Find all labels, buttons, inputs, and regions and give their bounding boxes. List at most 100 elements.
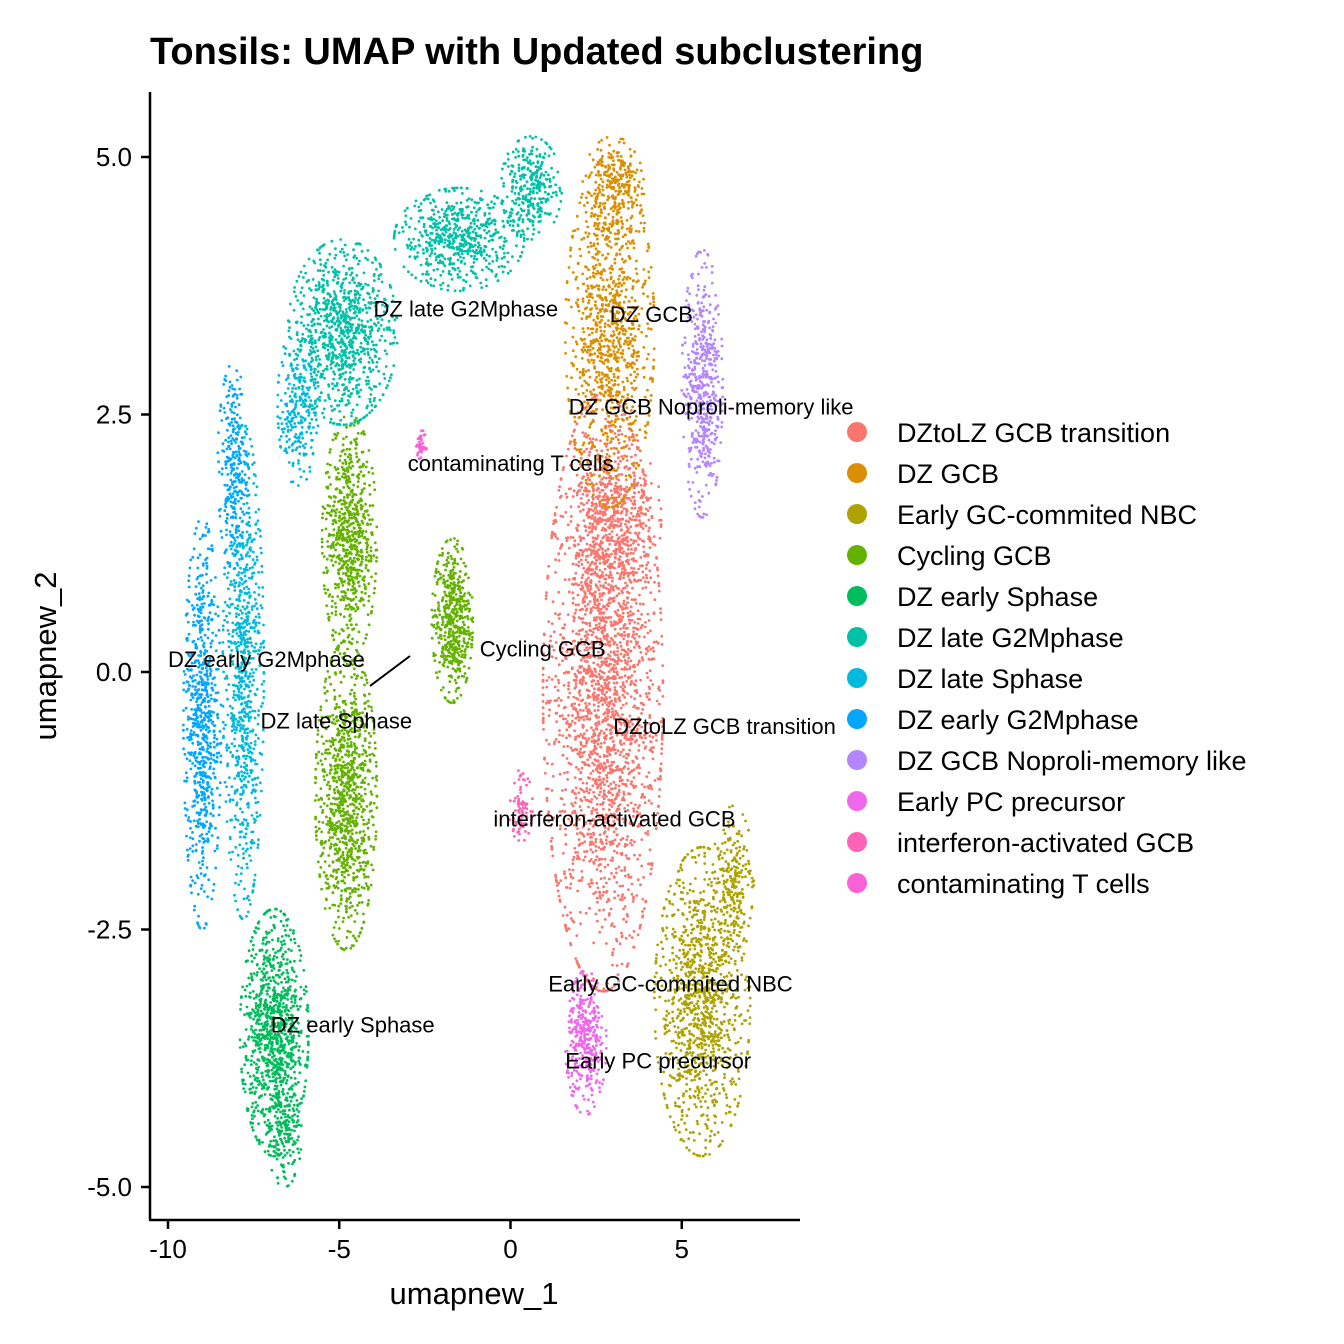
umap-point (605, 776, 609, 779)
umap-point (619, 685, 623, 689)
umap-point (691, 1131, 695, 1134)
umap-point (623, 359, 626, 362)
umap-point (567, 681, 571, 685)
umap-point (607, 784, 611, 788)
umap-point (626, 660, 630, 663)
umap-point (743, 1019, 746, 1022)
umap-point (565, 670, 568, 674)
umap-point (596, 919, 599, 923)
umap-point (585, 265, 588, 269)
umap-point (614, 709, 618, 713)
umap-point (660, 940, 663, 944)
umap-point (562, 466, 565, 469)
umap-point (606, 547, 610, 551)
umap-point (638, 211, 642, 215)
umap-point (605, 278, 609, 282)
umap-point (541, 721, 545, 725)
umap-point (652, 347, 656, 351)
umap-point (585, 317, 588, 320)
chart-title: Tonsils: UMAP with Updated subclustering (150, 31, 923, 73)
umap-point (632, 930, 636, 933)
umap-point (581, 180, 585, 183)
umap-point (603, 359, 607, 362)
umap-point (573, 420, 577, 423)
umap-point (591, 631, 595, 634)
umap-point (672, 1120, 676, 1124)
umap-point (623, 674, 627, 678)
umap-point (624, 661, 627, 665)
umap-point (623, 276, 626, 279)
umap-point (613, 379, 617, 383)
umap-point (635, 632, 638, 636)
umap-point (590, 194, 593, 198)
umap-point (614, 481, 618, 485)
umap-point (588, 621, 592, 625)
umap-point (594, 722, 597, 726)
umap-point (617, 697, 621, 701)
umap-point (665, 1009, 669, 1013)
umap-point (625, 913, 629, 916)
umap-point (694, 967, 698, 971)
umap-point (692, 908, 695, 912)
umap-point (629, 695, 633, 699)
umap-point (597, 487, 600, 490)
umap-point (558, 612, 562, 616)
umap-point (684, 928, 688, 932)
umap-point (627, 336, 630, 340)
umap-point (633, 388, 636, 391)
umap-point (600, 541, 604, 545)
umap-point (677, 956, 681, 960)
umap-point (590, 207, 594, 210)
umap-point (590, 609, 593, 613)
umap-point (593, 266, 597, 270)
umap-point (584, 558, 588, 562)
umap-point (641, 897, 645, 901)
umap-point (626, 246, 629, 250)
umap-point (590, 684, 594, 688)
umap-point (686, 957, 690, 961)
umap-point (583, 337, 586, 341)
umap-point (626, 778, 630, 782)
umap-point (623, 724, 627, 727)
umap-point (704, 1092, 707, 1095)
umap-point (561, 789, 564, 792)
umap-point (748, 996, 752, 1000)
umap-point (583, 840, 587, 844)
umap-point (698, 963, 702, 967)
umap-point (654, 1008, 658, 1012)
umap-point (623, 623, 627, 626)
umap-point (644, 736, 647, 740)
umap-point (641, 214, 645, 218)
umap-point (586, 688, 589, 692)
umap-point (715, 1010, 718, 1013)
umap-point (714, 960, 717, 964)
umap-point (541, 718, 545, 722)
umap-point (601, 304, 604, 308)
umap-point (574, 554, 578, 558)
umap-point (578, 649, 581, 653)
umap-point (651, 735, 655, 739)
umap-point (594, 912, 598, 916)
umap-point (660, 742, 664, 746)
umap-point (631, 784, 635, 787)
umap-point (626, 962, 630, 965)
umap-point (601, 188, 605, 192)
umap-point (643, 635, 646, 639)
umap-point (556, 537, 559, 541)
umap-point (571, 596, 575, 600)
umap-point (614, 345, 618, 348)
umap-point (592, 242, 596, 246)
umap-point (656, 566, 659, 570)
umap-point (573, 702, 576, 705)
umap-point (585, 717, 589, 721)
umap-point (647, 245, 651, 248)
umap-point (649, 576, 653, 580)
umap-point (585, 740, 589, 744)
umap-point (567, 298, 571, 302)
umap-point (594, 304, 597, 307)
umap-point (633, 637, 637, 640)
umap-point (652, 535, 656, 538)
umap-point (561, 626, 564, 630)
umap-point (541, 686, 545, 689)
umap-point (635, 272, 639, 275)
